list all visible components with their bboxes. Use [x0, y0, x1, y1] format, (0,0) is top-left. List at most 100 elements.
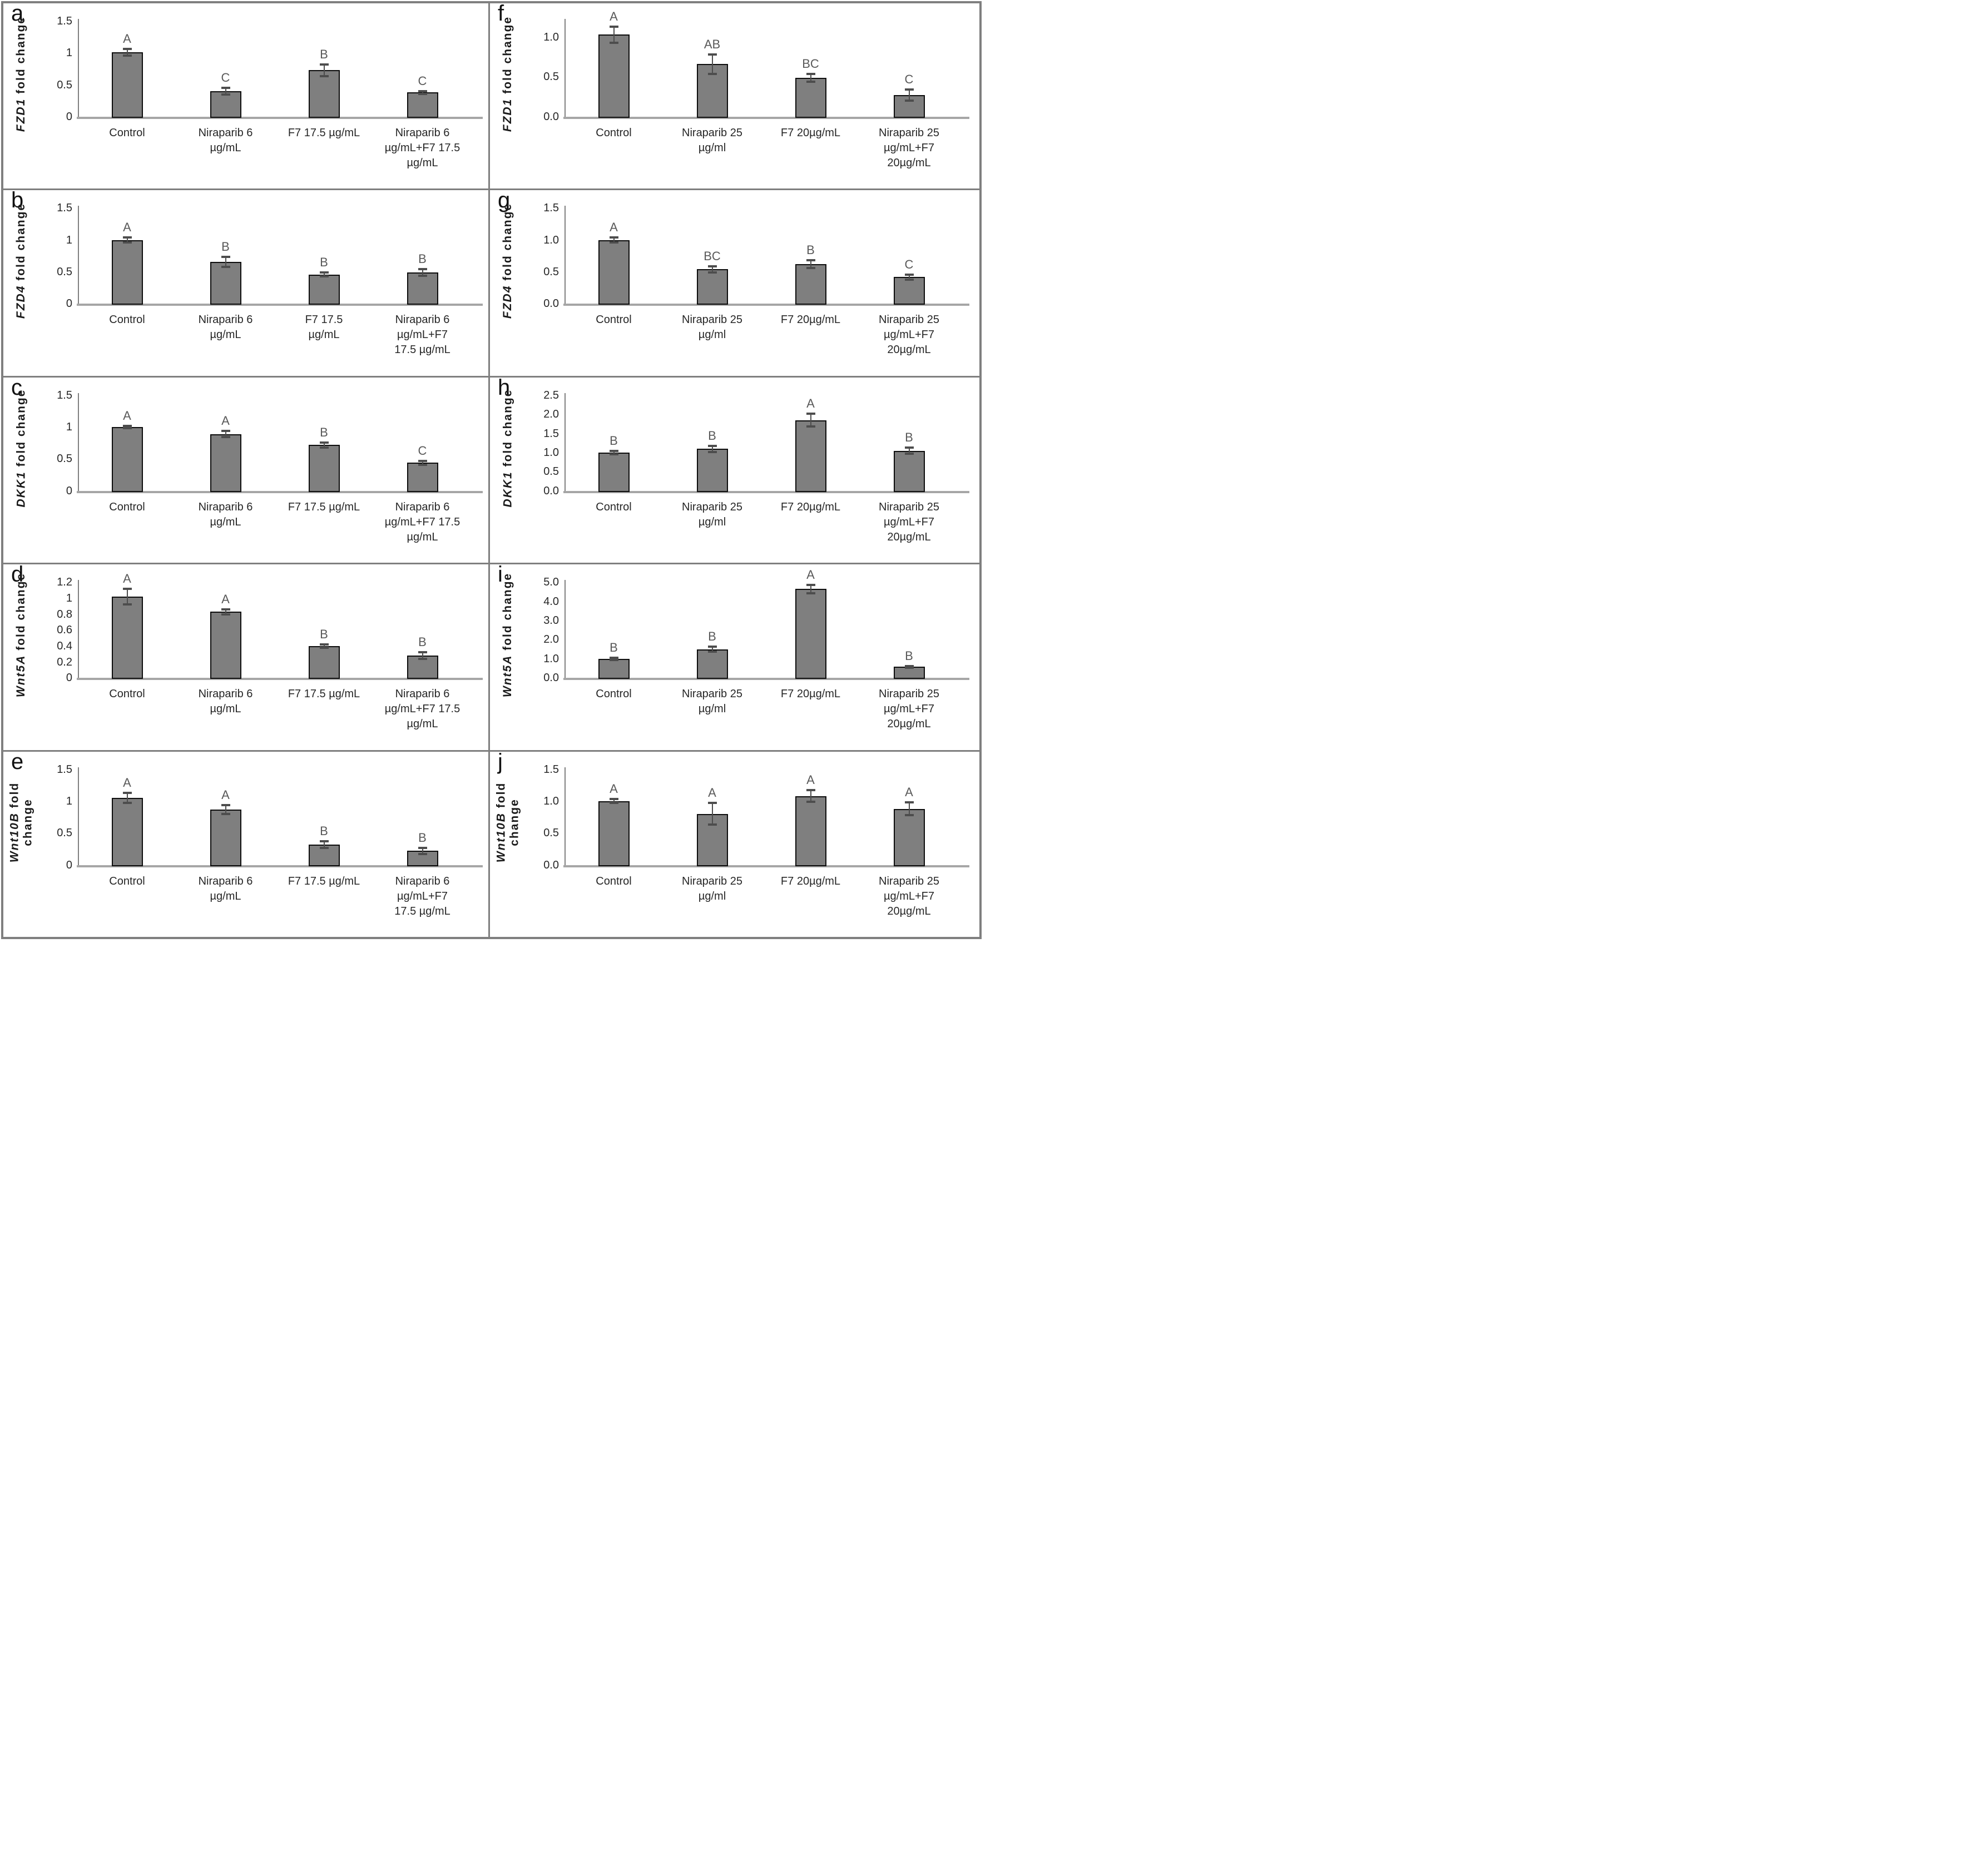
error-bar-cap — [609, 656, 618, 659]
significance-letter: B — [905, 648, 913, 663]
y-axis-title-text: Wnt10B fold change — [494, 782, 521, 862]
error-bar — [126, 588, 128, 605]
y-axis-title-text: FZD4 fold change — [14, 203, 28, 319]
x-category-label: F7 17.5 µg/mL — [271, 687, 377, 702]
x-category-label-line: Niraparib 6 — [198, 314, 253, 326]
error-bar — [225, 88, 226, 95]
x-category-label: Niraparib 6 µg/mL — [173, 874, 278, 904]
y-axis-title: DKK1 fold change — [7, 388, 36, 509]
x-category-label-line: µg/mL+F7 — [883, 703, 934, 716]
y-tick-label: 1 — [66, 421, 72, 434]
error-bar — [908, 90, 910, 101]
x-category-label: F7 20µg/mL — [758, 312, 863, 327]
panel-b: b FZD4 fold change 1.5 1 0.5 0 A Control B Nirapa… — [3, 190, 488, 376]
significance-letter: C — [221, 71, 230, 85]
gene-name: Wnt10B — [494, 812, 507, 862]
error-bar-cap — [319, 63, 329, 66]
y-axis-title-line: Wnt10B fold — [494, 782, 507, 862]
x-category-label-line: Niraparib 6 — [198, 688, 253, 701]
error-bar-cap — [806, 259, 815, 262]
x-category-label: Control — [561, 500, 666, 515]
x-axis-line — [77, 117, 483, 119]
x-category-label: Control — [561, 126, 666, 141]
y-axis-title: DKK1 fold change — [493, 388, 522, 509]
bar — [308, 70, 340, 118]
x-category-label-line: Niraparib 6 — [395, 875, 450, 887]
y-axis-title: Wnt10B fold change — [493, 762, 522, 883]
gene-name: DKK1 — [501, 471, 514, 508]
x-category-label: Niraparib 6 µg/mL+F7 17.5 µg/mL — [370, 126, 475, 171]
x-category-label-line: µg/mL — [210, 329, 241, 341]
panel-label: g — [498, 190, 511, 213]
y-tick-label: 1.5 — [57, 15, 72, 27]
error-bar — [711, 803, 713, 825]
error-bar — [810, 73, 811, 82]
y-tick-label: 1 — [66, 47, 72, 59]
significance-letter: B — [320, 425, 328, 439]
significance-letter: B — [221, 239, 230, 254]
x-category-label: Niraparib 6 µg/mL+F7 17.5 µg/mL — [370, 312, 475, 358]
x-category-label: F7 20µg/mL — [758, 126, 863, 141]
significance-letter: B — [610, 640, 618, 654]
y-axis-line — [78, 19, 79, 119]
y-tick-label: 0.5 — [543, 71, 559, 83]
bar — [210, 809, 241, 866]
x-category-label-line: µg/mL — [407, 157, 438, 169]
x-category-label: F7 20µg/mL — [758, 500, 863, 515]
error-bar-cap — [806, 425, 815, 428]
x-category-label-line: µg/ml — [698, 142, 726, 154]
y-tick-label: 0.5 — [543, 465, 559, 478]
error-bar — [225, 609, 226, 614]
x-category-label: Niraparib 6 µg/mL+F7 17.5 µg/mL — [370, 874, 475, 919]
significance-letter: A — [221, 787, 230, 802]
error-bar — [126, 425, 128, 429]
error-bar — [422, 91, 423, 94]
panel-label: j — [498, 751, 503, 774]
error-bar-cap — [418, 463, 427, 466]
error-bar-cap — [418, 92, 427, 95]
significance-letter: A — [123, 571, 131, 585]
error-bar-cap — [806, 267, 815, 270]
error-bar-cap — [904, 664, 914, 667]
x-category-label-line: µg/mL+F7 — [883, 890, 934, 902]
error-bar-cap — [319, 75, 329, 77]
error-bar-cap — [707, 265, 717, 267]
x-axis-line — [563, 117, 969, 119]
x-category-label: Niraparib 6 µg/mL — [173, 687, 278, 717]
error-bar-cap — [806, 801, 815, 803]
x-category-label-line: Control — [109, 127, 145, 139]
panel-f: f FZD1 fold change 1.0 0.5 0.0 A Control AB Nira… — [490, 3, 979, 189]
y-tick-label: 0 — [66, 111, 72, 123]
x-category-label-line: Control — [596, 127, 632, 139]
y-tick-label: 0 — [66, 297, 72, 310]
significance-letter: A — [610, 220, 618, 235]
figure-grid: a FZD1 fold change 1.5 1 0.5 0 A Control C Nirapa… — [1, 1, 982, 939]
error-bar — [422, 460, 423, 465]
y-tick-label: 0 — [66, 858, 72, 871]
x-category-label: F7 20µg/mL — [758, 874, 863, 889]
x-category-label-line: µg/mL — [407, 718, 438, 731]
y-tick-label: 1.0 — [543, 795, 559, 807]
y-tick-label: 1.5 — [543, 202, 559, 215]
y-axis-title-text: FZD4 fold change — [501, 203, 514, 319]
x-category-label-line: 20µg/mL — [887, 344, 931, 356]
error-bar — [422, 269, 423, 276]
x-category-label-line: µg/ml — [698, 890, 726, 902]
panel-label: a — [11, 3, 24, 26]
error-bar-cap — [904, 453, 914, 455]
bar — [893, 450, 925, 492]
x-category-label-line: µg/mL+F7 17.5 — [384, 515, 460, 528]
x-category-label-line: F7 20µg/mL — [780, 875, 841, 887]
significance-letter: B — [610, 434, 618, 448]
y-tick-label: 0.5 — [57, 266, 72, 279]
y-tick-label: 1.0 — [543, 652, 559, 665]
y-axis-line — [564, 19, 566, 119]
significance-letter: A — [221, 592, 230, 606]
error-bar — [711, 445, 713, 452]
error-bar — [422, 847, 423, 855]
error-bar — [810, 260, 811, 269]
y-axis-title-line: DKK1 fold change — [14, 389, 27, 508]
error-bar-cap — [319, 446, 329, 449]
y-axis-title-line: Wnt10B fold — [8, 782, 21, 862]
error-bar-cap — [609, 453, 618, 455]
